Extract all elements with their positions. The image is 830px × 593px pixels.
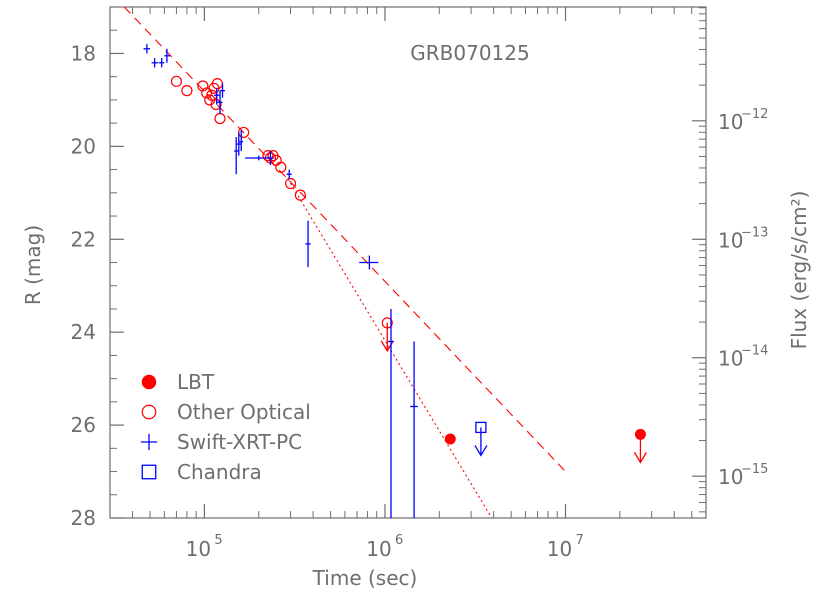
series-lbt — [444, 428, 647, 464]
y-tick-label: 20 — [71, 134, 96, 158]
legend-label: Other Optical — [177, 400, 311, 424]
x-tick-label-exponent: 5 — [214, 533, 222, 548]
data-point — [381, 317, 393, 329]
x-tick-label: 10 — [366, 537, 391, 561]
data-point — [181, 85, 193, 97]
dotted-model-line — [287, 178, 493, 518]
data-point — [634, 428, 646, 440]
y2-tick-label-exponent: −13 — [741, 225, 768, 240]
data-point — [210, 98, 222, 111]
y2-tick-label: 10 — [718, 228, 743, 252]
x-tick-label-exponent: 7 — [576, 533, 584, 548]
y2-tick-label: 10 — [718, 465, 743, 489]
legend: LBT Other Optical Swift-XRT-PC Chandra — [140, 370, 311, 484]
data-markers — [143, 44, 647, 518]
legend-marker — [141, 464, 157, 480]
y-tick-label: 24 — [71, 320, 96, 344]
y2-tick-label-exponent: −15 — [741, 462, 768, 477]
data-point — [262, 150, 274, 162]
legend-marker — [141, 404, 157, 420]
data-point — [444, 433, 456, 445]
legend-label: Chandra — [177, 460, 262, 484]
x-tick-label: 10 — [186, 537, 211, 561]
y2-axis-title: Flux (erg/s/cm²) — [787, 191, 811, 350]
y2-tick-label-exponent: −12 — [741, 107, 768, 122]
data-point — [284, 177, 297, 190]
axes: 10 5 10 6 10 718202224262810−1210−1310−1410−1… — [71, 7, 768, 561]
x-tick-label-exponent: 6 — [395, 533, 403, 548]
chart-title: GRB070125 — [410, 41, 529, 65]
legend-marker — [141, 374, 157, 390]
series-other-optical — [170, 75, 394, 353]
x-axis-title: Time (sec) — [312, 566, 418, 590]
data-point — [214, 112, 226, 125]
y-tick-label: 18 — [71, 41, 96, 65]
y2-tick-label: 10 — [718, 110, 743, 134]
y-tick-label: 22 — [71, 227, 96, 251]
y-tick-label: 28 — [71, 506, 96, 530]
data-point — [197, 80, 209, 92]
series-swift-xrt-pc — [143, 44, 418, 518]
y-tick-label: 26 — [71, 413, 96, 437]
data-point — [170, 75, 183, 87]
upper-limit-arrow-head — [633, 452, 647, 464]
data-point — [275, 161, 287, 173]
legend-label: LBT — [177, 370, 215, 394]
data-point — [475, 421, 487, 434]
data-point — [294, 189, 306, 201]
y-axis-title: R (mag) — [21, 225, 45, 305]
y2-tick-label: 10 — [718, 347, 743, 371]
legend-label: Swift-XRT-PC — [177, 430, 302, 454]
upper-limit-arrow-head — [474, 445, 488, 457]
series-chandra — [474, 421, 488, 457]
x-tick-label: 10 — [547, 537, 572, 561]
y2-tick-label-exponent: −14 — [741, 344, 768, 359]
